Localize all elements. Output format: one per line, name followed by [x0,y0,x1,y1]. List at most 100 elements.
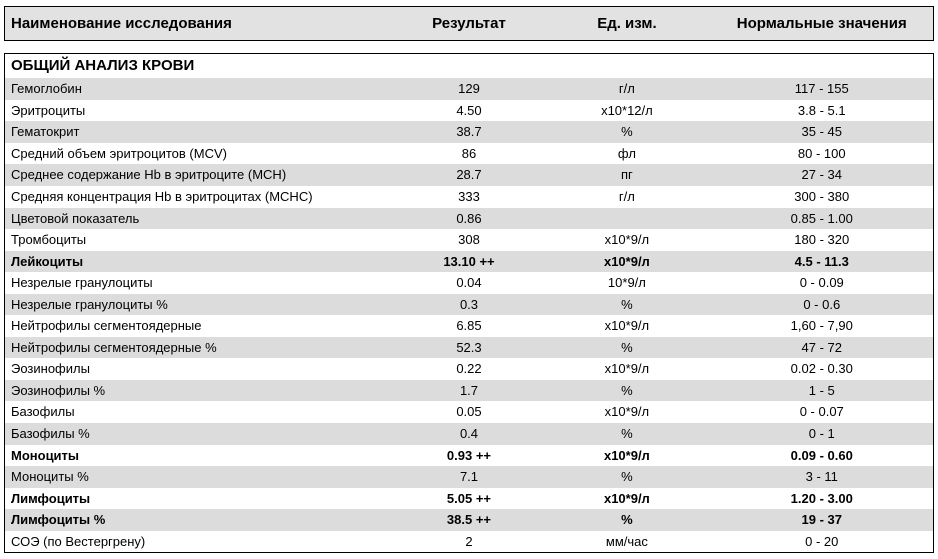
test-result: 308 [395,229,544,251]
test-result: 52.3 [395,337,544,359]
test-result: 5.05 ++ [395,488,544,510]
test-norm: 180 - 320 [711,229,934,251]
table-row: Цветовой показатель0.86 0.85 - 1.00 [5,208,934,230]
table-row: Эозинофилы %1.7%1 - 5 [5,380,934,402]
test-norm: 0 - 0.09 [711,272,934,294]
table-row: Гематокрит38.7%35 - 45 [5,121,934,143]
test-norm: 47 - 72 [711,337,934,359]
test-norm: 0 - 20 [711,531,934,553]
test-norm: 117 - 155 [711,78,934,100]
test-result: 0.4 [395,423,544,445]
test-result: 333 [395,186,544,208]
test-name: Лимфоциты [5,488,395,510]
test-name: Базофилы % [5,423,395,445]
header-name: Наименование исследования [5,7,395,41]
test-result: 2 [395,531,544,553]
test-unit: г/л [543,78,710,100]
test-name: Незрелые гранулоциты % [5,294,395,316]
test-norm: 0.09 - 0.60 [711,445,934,467]
test-result: 7.1 [395,466,544,488]
test-norm: 1.20 - 3.00 [711,488,934,510]
test-name: Средний объем эритроцитов (MCV) [5,143,395,165]
test-unit: мм/час [543,531,710,553]
test-result: 0.22 [395,358,544,380]
test-result: 0.3 [395,294,544,316]
test-result: 0.05 [395,401,544,423]
test-result: 129 [395,78,544,100]
table-row: Лейкоциты13.10 ++x10*9/л4.5 - 11.3 [5,251,934,273]
test-result: 28.7 [395,164,544,186]
test-name: Базофилы [5,401,395,423]
test-name: Гемоглобин [5,78,395,100]
test-unit: x10*9/л [543,251,710,273]
results-table: ОБЩИЙ АНАЛИЗ КРОВИ Гемоглобин129г/л117 -… [4,53,934,553]
test-norm: 300 - 380 [711,186,934,208]
test-result: 38.5 ++ [395,509,544,531]
test-unit: x10*9/л [543,445,710,467]
test-name: Тромбоциты [5,229,395,251]
test-name: Эозинофилы [5,358,395,380]
test-unit: 10*9/л [543,272,710,294]
test-name: Нейтрофилы сегментоядерные % [5,337,395,359]
header-table: Наименование исследования Результат Ед. … [4,6,934,41]
section-title-row: ОБЩИЙ АНАЛИЗ КРОВИ [5,54,934,79]
test-norm: 27 - 34 [711,164,934,186]
test-name: Лейкоциты [5,251,395,273]
table-row: Лимфоциты %38.5 ++%19 - 37 [5,509,934,531]
test-name: Цветовой показатель [5,208,395,230]
table-row: Гемоглобин129г/л117 - 155 [5,78,934,100]
header-row: Наименование исследования Результат Ед. … [5,7,934,41]
test-norm: 1 - 5 [711,380,934,402]
test-result: 0.86 [395,208,544,230]
test-name: Моноциты [5,445,395,467]
table-row: Моноциты0.93 ++x10*9/л0.09 - 0.60 [5,445,934,467]
test-name: Незрелые гранулоциты [5,272,395,294]
test-result: 38.7 [395,121,544,143]
test-result: 13.10 ++ [395,251,544,273]
table-row: Незрелые гранулоциты0.0410*9/л0 - 0.09 [5,272,934,294]
test-result: 1.7 [395,380,544,402]
table-row: Среднее содержание Hb в эритроците (MCH)… [5,164,934,186]
test-norm: 0 - 0.6 [711,294,934,316]
table-row: Моноциты %7.1%3 - 11 [5,466,934,488]
test-norm: 35 - 45 [711,121,934,143]
test-name: Нейтрофилы сегментоядерные [5,315,395,337]
test-name: Среднее содержание Hb в эритроците (MCH) [5,164,395,186]
test-unit: % [543,294,710,316]
test-result: 86 [395,143,544,165]
test-name: Лимфоциты % [5,509,395,531]
test-norm: 3.8 - 5.1 [711,100,934,122]
test-name: Средняя концентрация Hb в эритроцитах (M… [5,186,395,208]
test-unit: % [543,380,710,402]
test-norm: 3 - 11 [711,466,934,488]
test-unit: x10*9/л [543,229,710,251]
spacer [4,41,934,53]
table-row: Средний объем эритроцитов (MCV)86фл80 - … [5,143,934,165]
table-row: Тромбоциты308x10*9/л180 - 320 [5,229,934,251]
test-name: Эозинофилы % [5,380,395,402]
test-result: 4.50 [395,100,544,122]
section-title: ОБЩИЙ АНАЛИЗ КРОВИ [5,54,934,79]
test-norm: 0.02 - 0.30 [711,358,934,380]
table-row: Незрелые гранулоциты %0.3%0 - 0.6 [5,294,934,316]
table-row: Базофилы %0.4%0 - 1 [5,423,934,445]
test-name: Моноциты % [5,466,395,488]
test-unit: % [543,423,710,445]
test-name: Эритроциты [5,100,395,122]
test-unit: % [543,121,710,143]
test-unit: x10*9/л [543,358,710,380]
test-unit: % [543,509,710,531]
test-name: Гематокрит [5,121,395,143]
test-name: СОЭ (по Вестергрену) [5,531,395,553]
test-unit: г/л [543,186,710,208]
header-result: Результат [395,7,544,41]
header-unit: Ед. изм. [543,7,710,41]
table-row: Нейтрофилы сегментоядерные %52.3%47 - 72 [5,337,934,359]
test-norm: 19 - 37 [711,509,934,531]
test-result: 0.04 [395,272,544,294]
table-row: Нейтрофилы сегментоядерные6.85x10*9/л1,6… [5,315,934,337]
test-unit [543,208,710,230]
test-unit: x10*9/л [543,488,710,510]
test-norm: 4.5 - 11.3 [711,251,934,273]
test-norm: 0.85 - 1.00 [711,208,934,230]
